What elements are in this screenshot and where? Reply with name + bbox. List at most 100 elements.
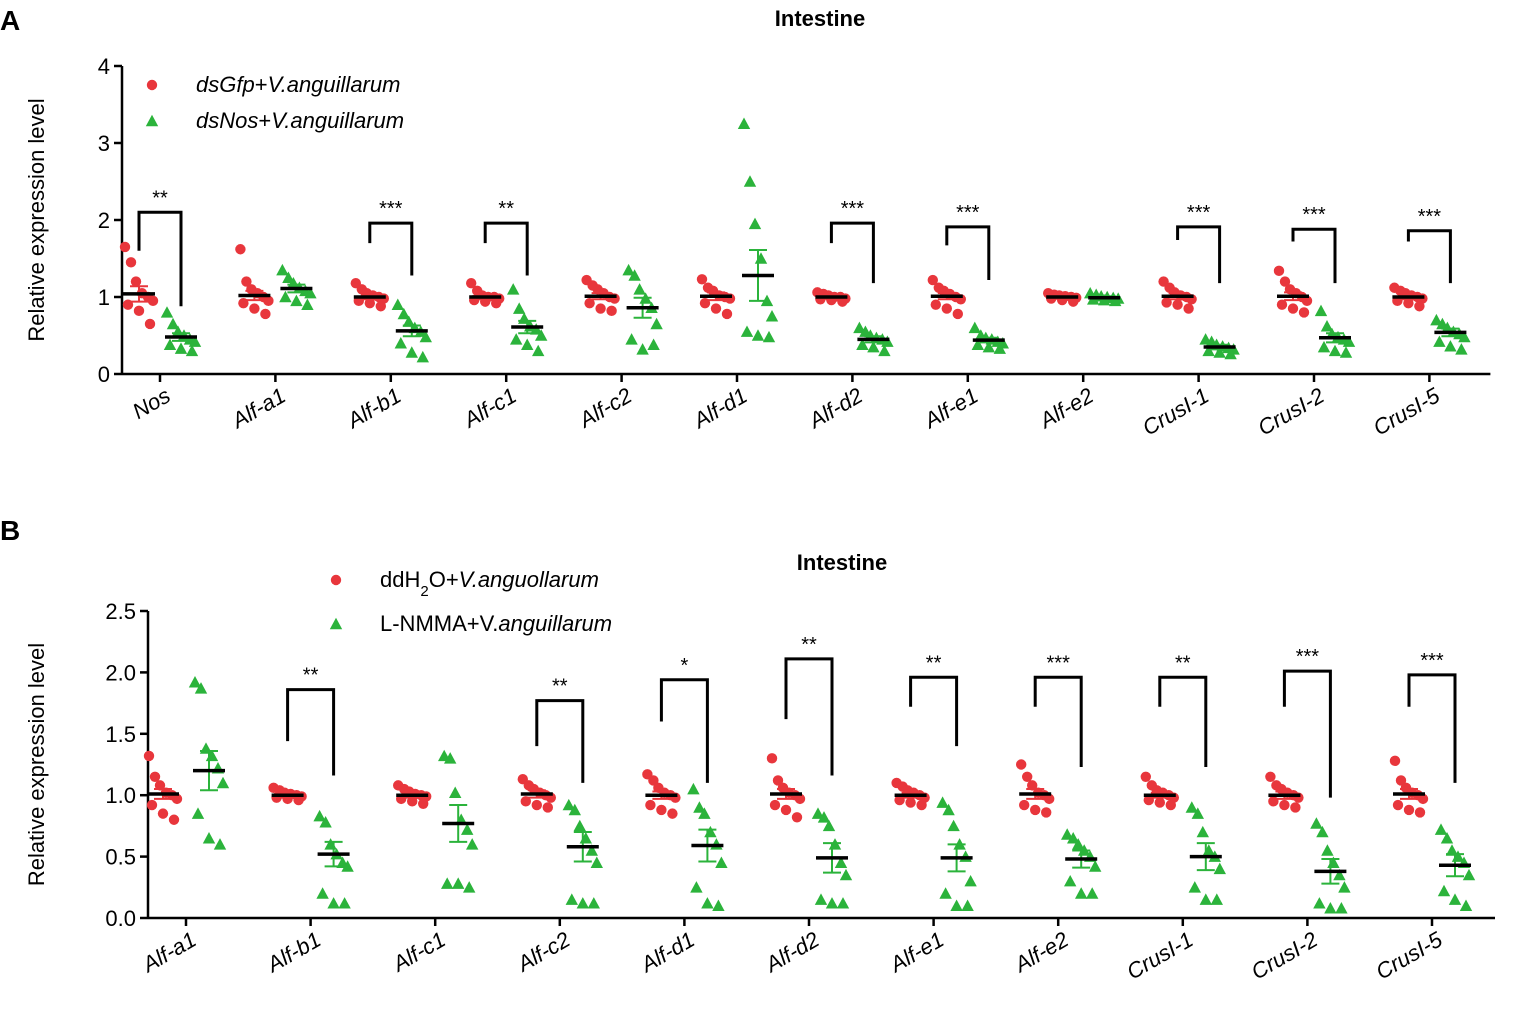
x-tick-label: Alf-e1 xyxy=(884,927,948,978)
significance-label: *** xyxy=(1418,206,1442,228)
data-point xyxy=(1191,807,1204,819)
x-tick-label: Alf-b1 xyxy=(261,927,325,978)
data-point xyxy=(1199,893,1212,905)
data-point xyxy=(171,793,183,805)
y-tick-label: 1.5 xyxy=(105,722,136,747)
x-tick-label: Alf-a1 xyxy=(136,927,200,978)
data-point xyxy=(1064,874,1077,887)
data-point xyxy=(687,782,700,795)
data-point xyxy=(565,893,578,905)
data-point xyxy=(645,799,656,811)
data-point xyxy=(1316,825,1329,838)
data-point xyxy=(391,298,404,310)
data-point xyxy=(568,803,581,816)
significance-label: *** xyxy=(1302,204,1326,226)
significance-bracket xyxy=(483,221,529,276)
data-point xyxy=(394,337,407,349)
significance-bracket xyxy=(1033,675,1083,767)
x-tick-label: CrusI-5 xyxy=(1372,926,1448,984)
y-tick-label: 2 xyxy=(98,208,110,233)
significance-label: ** xyxy=(152,187,168,209)
data-point xyxy=(1310,817,1323,829)
data-point xyxy=(1417,793,1429,805)
x-tick-label: Alf-d1 xyxy=(635,927,699,978)
legend-marker xyxy=(329,617,343,630)
data-point xyxy=(856,338,869,351)
data-point xyxy=(397,307,410,320)
y-tick-label: 0.0 xyxy=(105,906,136,931)
y-tick-label: 0.5 xyxy=(105,845,136,870)
series-control xyxy=(119,241,1428,330)
data-point xyxy=(762,330,776,343)
data-point xyxy=(766,753,778,764)
data-point xyxy=(881,335,894,347)
data-point xyxy=(1324,901,1337,914)
chart-title: Intestine xyxy=(797,550,887,575)
data-point xyxy=(157,808,169,819)
data-point xyxy=(241,276,252,287)
data-point xyxy=(1301,295,1313,307)
data-point xyxy=(1313,897,1326,909)
data-point xyxy=(1403,804,1415,816)
data-point xyxy=(1437,884,1451,897)
significance-label: *** xyxy=(1187,202,1211,224)
data-point xyxy=(562,798,575,811)
legend-text-part: V.anguillarum xyxy=(271,108,404,133)
data-point xyxy=(168,814,180,825)
x-tick-label: Alf-a1 xyxy=(226,383,290,434)
y-tick-label: 3 xyxy=(98,131,110,156)
data-point xyxy=(791,812,803,823)
legend-text-part: anguillarum xyxy=(498,611,612,636)
data-point xyxy=(235,244,246,255)
data-point xyxy=(521,338,534,351)
data-point xyxy=(743,175,757,187)
significance-bracket xyxy=(137,210,183,307)
data-point xyxy=(1445,844,1459,856)
data-point xyxy=(1462,868,1476,881)
data-point xyxy=(1338,881,1351,893)
data-point xyxy=(1321,844,1334,856)
x-tick-label: Alf-e1 xyxy=(918,383,982,434)
legend-text-part: + xyxy=(255,72,268,97)
significance-label: * xyxy=(681,655,689,677)
data-point xyxy=(1172,299,1183,310)
panel-letter: A xyxy=(0,5,20,36)
significance-bracket xyxy=(784,657,834,776)
series-treatment xyxy=(188,676,1476,914)
significance-bracket xyxy=(829,221,875,284)
data-point xyxy=(364,297,375,309)
data-point xyxy=(1395,775,1407,786)
significance-label: ** xyxy=(303,665,319,687)
data-point xyxy=(1276,299,1288,310)
significance-bracket xyxy=(909,675,959,747)
data-point xyxy=(1444,340,1457,352)
data-point xyxy=(282,271,295,284)
data-point xyxy=(585,844,598,856)
data-point xyxy=(491,297,502,309)
data-point xyxy=(794,793,806,805)
data-point xyxy=(444,752,457,764)
data-point xyxy=(461,823,474,835)
data-point xyxy=(1434,823,1448,835)
data-point xyxy=(249,303,260,314)
data-point xyxy=(532,344,545,357)
data-point xyxy=(961,899,974,911)
data-point xyxy=(130,276,142,287)
data-point xyxy=(710,303,722,314)
data-point xyxy=(1328,344,1342,357)
data-point xyxy=(1202,344,1215,357)
data-point xyxy=(916,799,927,811)
x-tick-label: Nos xyxy=(128,383,174,424)
data-point xyxy=(1414,807,1426,818)
significance-label: *** xyxy=(956,202,980,224)
data-point xyxy=(982,340,995,353)
data-point xyxy=(513,302,526,314)
significance-label: ** xyxy=(498,198,514,220)
significance-bracket xyxy=(1158,675,1208,767)
legend-text-part: ddH xyxy=(380,567,420,592)
data-point xyxy=(1342,335,1356,347)
x-tick-label: CrusI-2 xyxy=(1254,383,1329,441)
data-point xyxy=(1287,303,1299,314)
data-point xyxy=(319,816,332,828)
